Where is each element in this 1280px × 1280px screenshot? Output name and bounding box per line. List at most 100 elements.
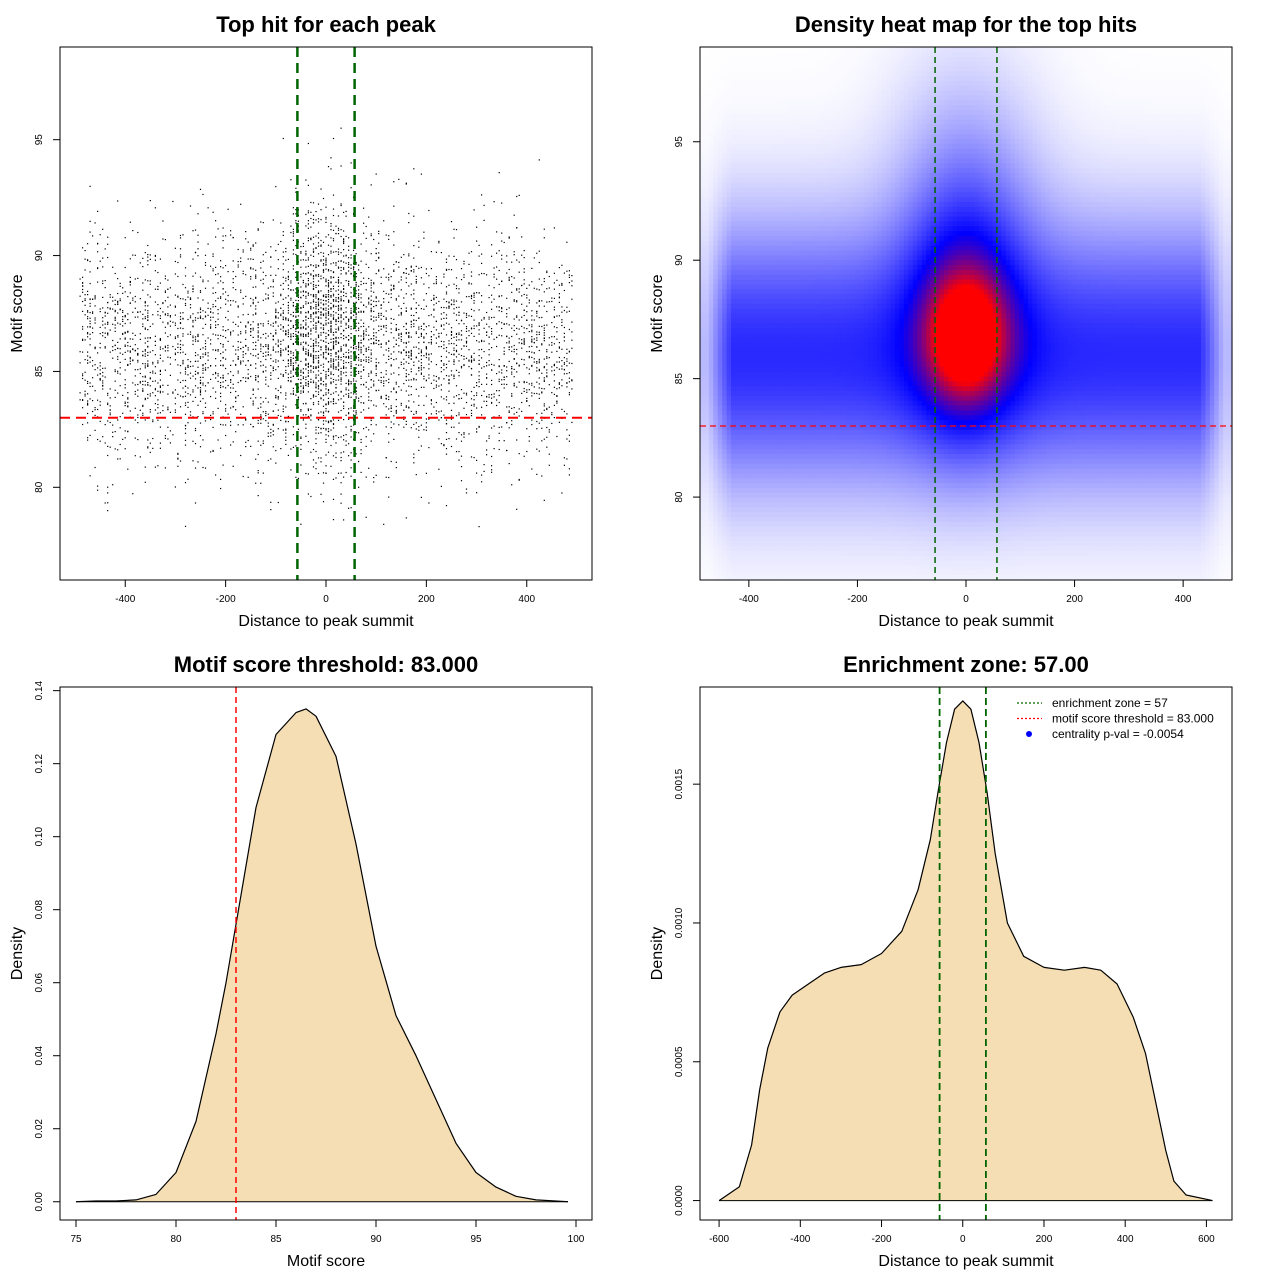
scatter-point [87,259,89,262]
scatter-point [465,488,468,490]
scatter-point [348,237,350,239]
scatter-point [425,395,427,397]
scatter-point [230,444,232,446]
scatter-point [119,323,121,325]
scatter-point [360,283,362,286]
scatter-point [220,276,222,278]
scatter-point [107,333,109,335]
scatter-point [541,391,543,393]
scatter-point [408,253,410,255]
scatter-point [558,267,560,269]
scatter-point [478,381,480,383]
scatter-point [566,386,568,388]
scatter-point [498,172,500,174]
scatter-point [179,248,182,250]
scatter-point [345,389,347,391]
scatter-point [325,441,327,443]
scatter-point [287,329,289,331]
scatter-point [144,353,146,355]
scatter-point [418,367,420,369]
scatter-point [353,249,355,251]
scatter-point [365,426,367,428]
scatter-point [388,441,390,443]
scatter-point [408,362,410,364]
scatter-point [470,297,473,300]
scatter-point [355,431,357,434]
scatter-point [445,448,448,450]
scatter-point [408,355,410,357]
scatter-point [521,325,523,327]
scatter-point [184,444,187,446]
scatter-point [430,361,432,363]
scatter-point [345,356,347,358]
scatter-point [312,287,315,289]
scatter-point [290,336,292,338]
scatter-point [99,404,101,406]
scatter-point [204,467,207,469]
scatter-point [526,367,528,369]
scatter-point [305,179,307,181]
scatter-point [179,352,182,354]
scatter-point [521,347,523,349]
scatter-point [568,372,570,374]
scatter-point [182,283,184,286]
scatter-point [307,326,309,328]
scatter-point [325,345,327,347]
scatter-point [129,360,131,362]
scatter-point [255,378,257,380]
scatter-point [184,302,187,305]
scatter-point [322,308,325,310]
scatter-point [488,336,490,338]
scatter-point [498,440,500,442]
scatter-point [232,405,234,408]
scatter-point [551,342,553,344]
scatter-point [127,363,129,366]
scatter-point [184,304,187,306]
scatter-point [277,360,279,362]
scatter-point [315,313,317,315]
scatter-point [187,292,189,294]
scatter-point [516,288,518,290]
scatter-point [265,376,267,378]
scatter-point [518,479,520,481]
scatter-point [385,398,387,400]
scatter-point [353,410,355,412]
scatter-point [491,330,493,333]
scatter-point [493,448,495,450]
scatter-point [335,383,337,386]
scatter-point [340,391,342,393]
scatter-point [561,282,563,285]
scatter-point [498,306,500,308]
scatter-point [345,471,347,474]
scatter-point [99,362,101,364]
scatter-point [358,285,360,287]
scatter-point [285,319,287,321]
scatter-point [189,372,192,374]
scatter-point [375,173,377,175]
scatter-point [99,260,101,262]
scatter-point [425,354,427,356]
scatter-point [212,449,214,452]
scatter-point [558,361,560,363]
scatter-point [508,342,510,344]
scatter-point [282,137,284,140]
scatter-point [275,359,277,361]
scatter-point [194,355,197,357]
scatter-point [147,439,149,441]
scatter-point [393,231,395,233]
scatter-point [124,379,126,381]
scatter-point [458,375,460,377]
scatter-point [348,355,350,357]
scatter-point [408,331,410,334]
scatter-point [227,340,229,342]
scatter-point [310,306,312,308]
scatter-point [335,321,337,323]
scatter-point [398,334,400,336]
scatter-point [465,492,468,494]
scatter-point [430,331,432,333]
scatter-point [295,222,297,224]
scatter-point [498,390,500,392]
scatter-point [370,235,372,237]
scatter-point [415,410,417,413]
scatter-point [235,353,237,355]
